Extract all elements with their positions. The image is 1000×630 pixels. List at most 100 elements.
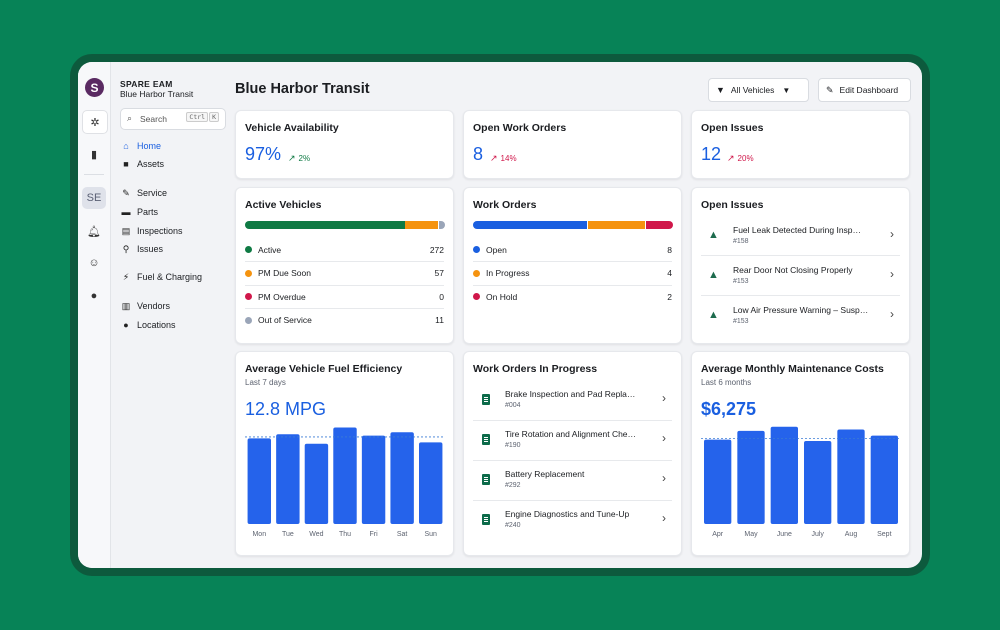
fuel-efficiency-card[interactable]: Average Vehicle Fuel Efficiency Last 7 d… xyxy=(235,351,454,556)
work-order-number: #240 xyxy=(505,522,521,529)
status-dot xyxy=(245,316,252,324)
active-vehicles-card[interactable]: Active Vehicles Active 272 PM Due Soon 57 PM… xyxy=(235,187,454,344)
avatar[interactable]: SE xyxy=(82,187,106,209)
chart-bar[interactable] xyxy=(870,435,898,524)
sidebar-item-home[interactable]: ⌂ Home xyxy=(120,139,161,153)
edit-dashboard-button[interactable]: ✎ Edit Dashboard xyxy=(818,78,911,102)
bar-gap xyxy=(645,221,646,229)
home-icon: ⌂ xyxy=(123,141,129,151)
chart-bar[interactable] xyxy=(804,441,832,524)
legend-value: 0 xyxy=(439,291,444,302)
reports-icon[interactable]: ▮ xyxy=(90,148,98,161)
warning-icon: ▲ xyxy=(708,309,719,321)
bell-icon[interactable]: 🔔︎ xyxy=(87,225,101,238)
x-tick-label: Tue xyxy=(282,531,294,538)
chart-bar[interactable] xyxy=(333,427,357,524)
card-title: Open Issues xyxy=(701,199,764,211)
sidebar-item-inspections[interactable]: ▤ Inspections xyxy=(120,224,183,238)
issue-list-item[interactable]: ▲ Fuel Leak Detected During Insp… #158 › xyxy=(701,217,900,256)
sidebar-item-label: Inspections xyxy=(137,226,183,236)
warning-icon: ▲ xyxy=(708,229,719,241)
sidebar-item-fuel-charging[interactable]: ⚡︎ Fuel & Charging xyxy=(120,270,202,284)
chevron-right-icon: › xyxy=(890,227,894,241)
work-order-title: Tire Rotation and Alignment Che… xyxy=(505,429,637,439)
work-order-list-item[interactable]: Battery Replacement #292 › xyxy=(473,461,672,501)
x-tick-label: Sat xyxy=(397,531,408,538)
x-tick-label: Aug xyxy=(845,531,858,538)
chart-bar[interactable] xyxy=(704,439,732,524)
clipboard-icon: ▤ xyxy=(121,225,131,236)
warning-icon: ▲ xyxy=(708,269,719,281)
brand-name: SPARE EAM xyxy=(120,79,173,89)
chevron-right-icon: › xyxy=(662,511,666,525)
help-icon[interactable]: ● xyxy=(90,290,98,302)
chart-bar[interactable] xyxy=(837,429,865,524)
truck-icon: ■ xyxy=(123,159,129,169)
sidebar-item-issues[interactable]: ⚲ Issues xyxy=(120,242,163,256)
sidebar-item-parts[interactable]: ▬ Parts xyxy=(120,205,159,219)
work-order-list-item[interactable]: Tire Rotation and Alignment Che… #190 › xyxy=(473,421,672,461)
sidebar-item-assets[interactable]: ■ Assets xyxy=(120,157,164,171)
legend-label: In Progress xyxy=(486,268,530,278)
trend-up-icon: ↗ xyxy=(490,153,498,163)
chevron-down-icon: ▼ xyxy=(782,85,791,95)
x-tick-label: Mon xyxy=(252,531,266,538)
chart-bar[interactable] xyxy=(737,430,765,524)
maintenance-costs-card[interactable]: Average Monthly Maintenance Costs Last 6… xyxy=(691,351,910,556)
search-placeholder: Search xyxy=(140,114,167,124)
x-tick-label: July xyxy=(811,531,824,538)
chart-bar[interactable] xyxy=(304,443,329,524)
issue-list-item[interactable]: ▲ Low Air Pressure Warning – Susp… #153 › xyxy=(701,297,900,335)
chevron-right-icon: › xyxy=(890,267,894,281)
chart-bar[interactable] xyxy=(247,438,271,524)
legend-label: Open xyxy=(486,244,507,255)
chart-bar[interactable] xyxy=(361,435,386,524)
clipboard-icon xyxy=(482,514,490,525)
logo-icon[interactable]: S xyxy=(85,78,104,97)
bar-segment-on-hold xyxy=(646,221,673,229)
chevron-right-icon: › xyxy=(662,391,666,405)
chevron-right-icon: › xyxy=(662,471,666,485)
sidebar-item-label: Locations xyxy=(137,320,176,330)
legend-row: Open 8 xyxy=(473,238,672,262)
legend-row: Active 272 xyxy=(245,238,444,262)
user-icon[interactable]: ☺ xyxy=(88,257,100,269)
chevron-right-icon: › xyxy=(890,307,894,321)
work-order-list-item[interactable]: Engine Diagnostics and Tune-Up #240 › xyxy=(473,501,672,540)
chart-bar[interactable] xyxy=(770,426,798,524)
open-issues-kpi-card[interactable]: Open Issues 12 ↗ 20% xyxy=(691,110,910,179)
apps-icon[interactable]: ✲ xyxy=(82,110,108,134)
chart-bar[interactable] xyxy=(390,432,414,524)
issue-list-item[interactable]: ▲ Rear Door Not Closing Properly #153 › xyxy=(701,257,900,296)
legend-value: 272 xyxy=(429,244,444,255)
work-orders-card[interactable]: Work Orders Open 8 In Progress 4 On Hold 2 xyxy=(463,187,682,344)
sidebar-item-label: Issues xyxy=(137,244,164,254)
card-title: Average Vehicle Fuel Efficiency xyxy=(245,363,403,375)
work-order-number: #292 xyxy=(505,482,521,489)
location-icon: ● xyxy=(123,320,129,330)
sidebar-item-label: Parts xyxy=(137,207,159,217)
legend-value: 57 xyxy=(434,268,444,278)
sidebar-item-label: Assets xyxy=(137,159,165,169)
open-work-orders-card[interactable]: Open Work Orders 8 ↗ 14% xyxy=(463,110,682,179)
sidebar-item-service[interactable]: ✎ Service xyxy=(120,186,167,200)
maintenance-costs-chart: Apr May June July Aug Sept xyxy=(701,426,901,538)
work-order-title: Engine Diagnostics and Tune-Up xyxy=(505,509,630,519)
sidebar-item-locations[interactable]: ● Locations xyxy=(120,318,176,332)
status-dot xyxy=(245,246,252,253)
vehicle-filter-dropdown[interactable]: ▼ All Vehicles ▼ xyxy=(708,78,809,102)
legend-label: PM Overdue xyxy=(258,291,306,302)
search-input[interactable]: ⌕ Search Ctrl K xyxy=(120,108,226,130)
chart-bar[interactable] xyxy=(276,434,300,524)
sidebar-item-vendors[interactable]: ▥ Vendors xyxy=(120,299,170,313)
parts-icon: ▬ xyxy=(121,207,131,217)
work-order-title: Battery Replacement xyxy=(505,469,585,479)
edit-dashboard-label: Edit Dashboard xyxy=(839,85,899,95)
chart-bar[interactable] xyxy=(419,442,443,524)
kpi-value: 97% xyxy=(245,144,282,164)
trend-badge: ↗ 14% xyxy=(490,153,517,163)
vehicle-availability-card[interactable]: Vehicle Availability 97% ↗ 2% xyxy=(235,110,454,179)
clipboard-icon xyxy=(482,394,490,405)
work-order-list-item[interactable]: Brake Inspection and Pad Repla… #004 › xyxy=(473,381,672,421)
legend-row: PM Due Soon 57 xyxy=(245,262,444,286)
